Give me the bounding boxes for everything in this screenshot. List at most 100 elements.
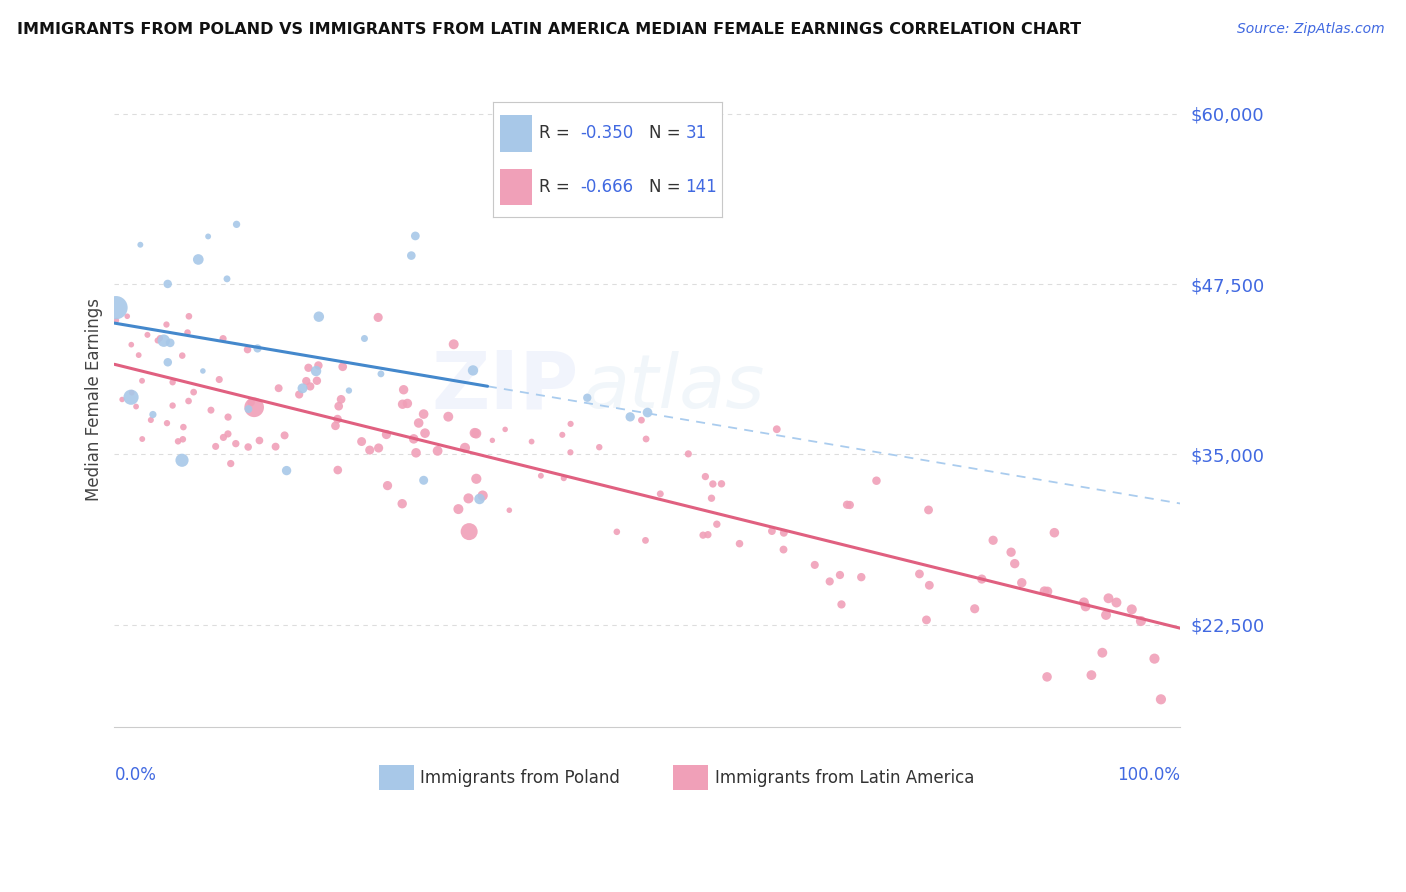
- Point: [1000, 545, 1022, 559]
- Point: [404, 229, 426, 244]
- Point: [215, 272, 238, 286]
- Point: [447, 502, 470, 516]
- Point: [1150, 692, 1173, 706]
- Point: [170, 453, 193, 467]
- Point: [326, 463, 349, 477]
- Text: 100.0%: 100.0%: [1118, 766, 1181, 784]
- Point: [162, 376, 184, 390]
- Y-axis label: Median Female Earnings: Median Female Earnings: [86, 298, 103, 501]
- Point: [115, 310, 138, 324]
- Point: [458, 524, 481, 539]
- Point: [560, 417, 582, 431]
- Point: [772, 542, 794, 557]
- Point: [851, 570, 873, 584]
- Point: [650, 487, 672, 501]
- Point: [367, 310, 389, 325]
- Point: [172, 420, 194, 434]
- Point: [142, 408, 165, 422]
- Point: [520, 434, 543, 449]
- Point: [908, 566, 931, 581]
- Point: [700, 491, 723, 506]
- Point: [695, 469, 717, 483]
- Point: [370, 367, 392, 381]
- Point: [465, 426, 488, 441]
- Point: [375, 427, 398, 442]
- Point: [803, 558, 825, 572]
- Point: [443, 337, 465, 351]
- Point: [401, 249, 423, 263]
- Point: [530, 468, 553, 483]
- Point: [288, 387, 311, 401]
- Point: [772, 525, 794, 540]
- Point: [1074, 599, 1097, 614]
- Point: [412, 407, 434, 421]
- Point: [551, 427, 574, 442]
- Point: [865, 474, 887, 488]
- Point: [276, 464, 298, 478]
- Point: [1036, 584, 1059, 599]
- Point: [471, 489, 494, 503]
- Point: [264, 440, 287, 454]
- Point: [636, 432, 658, 446]
- Point: [328, 399, 350, 413]
- Point: [963, 601, 986, 615]
- Point: [412, 473, 434, 487]
- Point: [1043, 525, 1066, 540]
- Point: [176, 326, 198, 340]
- Point: [630, 413, 652, 427]
- Point: [105, 313, 128, 327]
- Point: [136, 327, 159, 342]
- Point: [765, 422, 787, 436]
- Point: [236, 343, 259, 357]
- Point: [457, 491, 479, 506]
- Point: [413, 426, 436, 441]
- Point: [498, 503, 520, 517]
- Point: [212, 430, 235, 444]
- Point: [350, 434, 373, 449]
- Point: [120, 390, 142, 404]
- Point: [606, 524, 628, 539]
- Point: [1036, 670, 1059, 684]
- Point: [1073, 595, 1095, 609]
- Point: [249, 434, 271, 448]
- Point: [981, 533, 1004, 548]
- Point: [295, 374, 318, 388]
- Point: [217, 410, 239, 425]
- Point: [208, 372, 231, 386]
- Point: [392, 383, 415, 397]
- Point: [405, 446, 427, 460]
- Point: [177, 394, 200, 409]
- Point: [706, 517, 728, 532]
- Point: [1143, 651, 1166, 665]
- Point: [120, 337, 142, 351]
- Point: [553, 471, 575, 485]
- Point: [139, 413, 162, 427]
- Point: [437, 409, 460, 424]
- Point: [129, 237, 152, 252]
- Point: [305, 364, 328, 378]
- Point: [325, 418, 347, 433]
- Point: [917, 503, 939, 517]
- Point: [637, 405, 659, 419]
- Point: [267, 381, 290, 395]
- Point: [1033, 584, 1056, 599]
- Point: [702, 477, 724, 491]
- Text: atlas: atlas: [583, 351, 765, 423]
- Point: [1091, 646, 1114, 660]
- Point: [243, 401, 266, 415]
- Point: [172, 349, 194, 363]
- Point: [246, 342, 269, 356]
- Text: IMMIGRANTS FROM POLAND VS IMMIGRANTS FROM LATIN AMERICA MEDIAN FEMALE EARNINGS C: IMMIGRANTS FROM POLAND VS IMMIGRANTS FRO…: [17, 22, 1081, 37]
- Point: [172, 432, 194, 446]
- Point: [297, 360, 319, 375]
- Point: [162, 399, 184, 413]
- Point: [396, 396, 419, 410]
- Point: [121, 385, 143, 400]
- Point: [225, 436, 247, 450]
- Point: [1011, 575, 1033, 590]
- Point: [191, 364, 214, 378]
- Point: [402, 432, 425, 446]
- Point: [155, 318, 177, 332]
- Point: [461, 363, 484, 377]
- Point: [238, 440, 260, 454]
